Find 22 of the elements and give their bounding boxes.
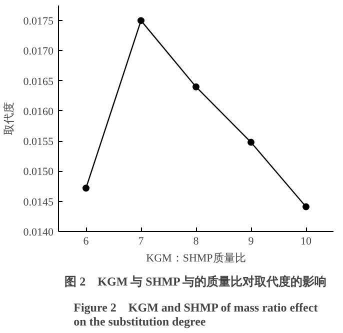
x-axis-title: KGM：SHMP质量比 [146,252,246,264]
x-tick-label: 9 [248,236,254,248]
point [138,17,144,24]
point [302,203,310,210]
text: 图 2 KGM 与 SHMP 与的质量比对取代度的影响 [64,274,327,288]
y-axis-title: 取代度 [2,102,16,135]
y-tick-label: 0.0170 [23,46,54,58]
point [192,83,200,90]
y-tick-label: 0.0165 [23,76,54,88]
y-tick-label: 0.0140 [23,226,54,238]
text: Figure 2 KGM and SHMP of mass ratio effect on the substitution degree [74,300,318,328]
x-tick-label: 7 [138,236,144,248]
point [82,184,90,192]
point [248,138,254,146]
x-tick-label: 8 [193,236,200,248]
x-tick-label: 6 [83,236,90,248]
y-tick-label: 0.0175 [23,16,54,28]
y-tick-label: 0.0145 [23,196,54,208]
x-tick-label: 10 [300,236,312,248]
y-tick-label: 0.0150 [23,166,54,178]
y-tick-label: 0.0155 [23,136,54,148]
y-tick-label: 0.0160 [23,106,54,118]
